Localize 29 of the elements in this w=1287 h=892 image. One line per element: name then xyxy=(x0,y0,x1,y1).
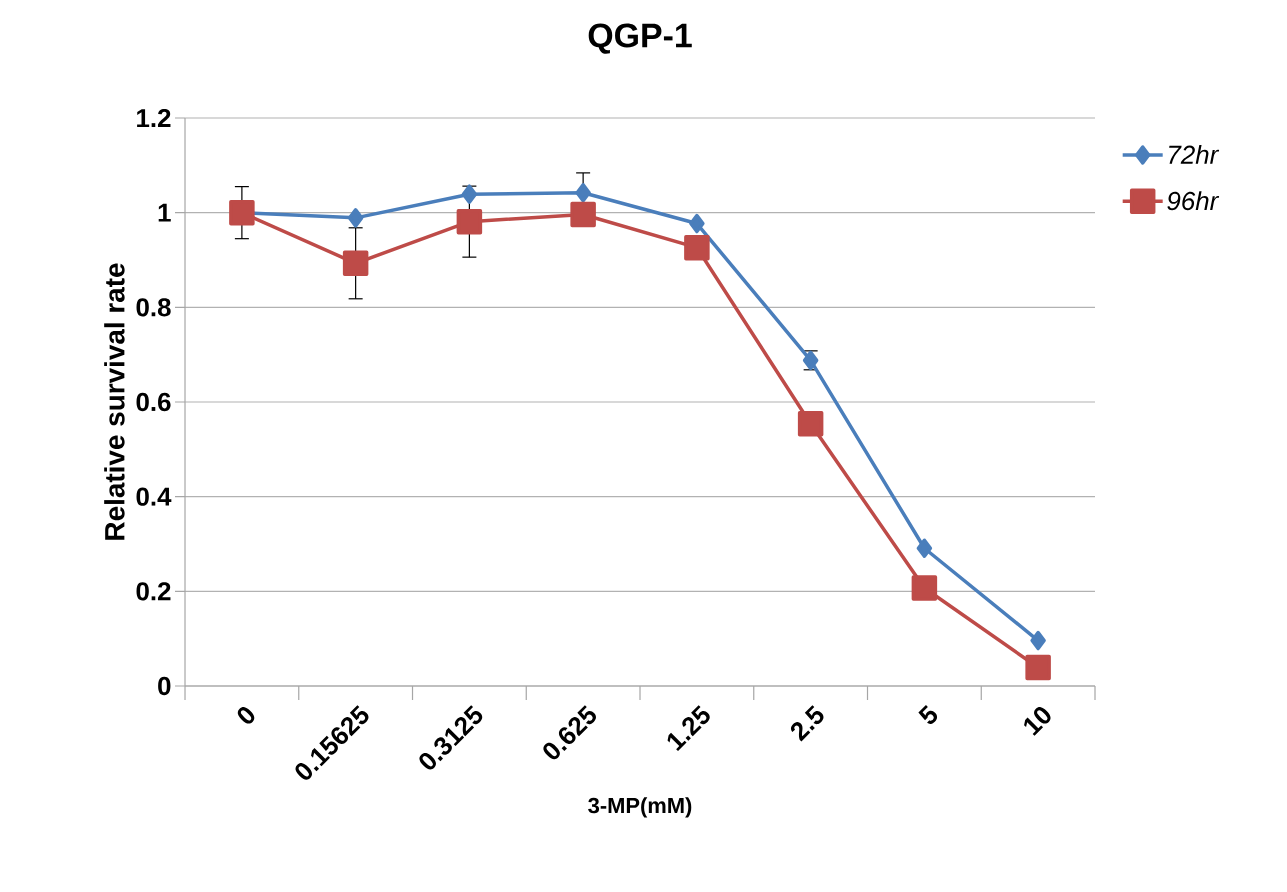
y-axis-title: Relative survival rate xyxy=(104,263,125,540)
point xyxy=(689,213,705,234)
chart-title: QGP-1 xyxy=(588,23,692,54)
x-tick-label: 10 xyxy=(1024,707,1051,736)
y-tick-label: 1 xyxy=(158,203,171,222)
point xyxy=(684,234,710,261)
point xyxy=(575,183,591,203)
x-axis-title: 3-MP(mM) xyxy=(588,797,692,818)
point xyxy=(456,208,483,235)
point xyxy=(911,575,938,601)
legend-label: 72hr xyxy=(1169,144,1220,164)
point xyxy=(342,250,369,277)
legend-label: 96hr xyxy=(1167,191,1220,211)
y-tick-label: 0.6 xyxy=(136,392,171,412)
y-tick-label: 0.2 xyxy=(136,582,171,601)
x-tick-label: 5 xyxy=(918,705,938,724)
point xyxy=(1030,630,1046,651)
y-tick-label: 0 xyxy=(158,676,171,696)
y-tick-label: 0.8 xyxy=(136,298,171,317)
point xyxy=(347,208,364,228)
y-tick-label: 0.4 xyxy=(136,487,172,506)
point xyxy=(570,201,596,228)
point xyxy=(916,538,933,558)
point xyxy=(1025,654,1051,681)
point xyxy=(797,411,824,437)
x-tick-label: 0 xyxy=(237,707,255,724)
point xyxy=(461,184,478,204)
x-tick-label: 2.5 xyxy=(790,705,824,742)
y-tick-label: 1.2 xyxy=(137,108,171,128)
